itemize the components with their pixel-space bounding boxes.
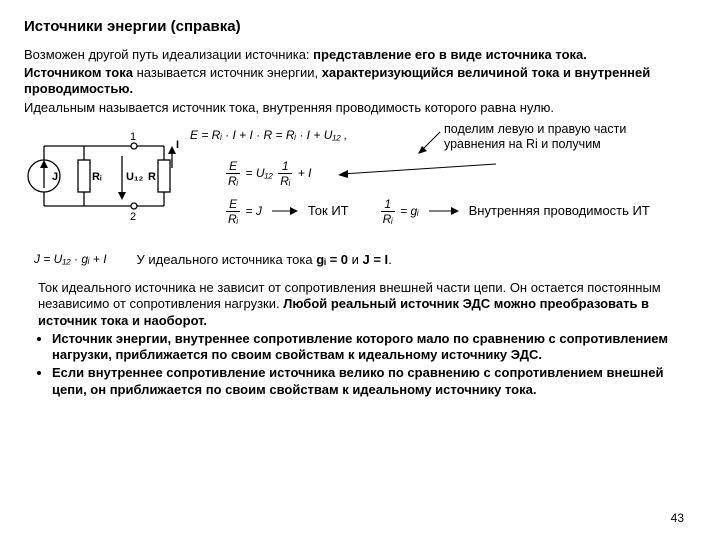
equation-main: E = Rᵢ · I + I · R = Rᵢ · I + U₁₂ ,: [190, 128, 347, 143]
arrow-right-icon: [272, 206, 298, 216]
label-r: R: [148, 171, 156, 183]
bullet-1: Источник энергии, внутреннее сопротивлен…: [52, 331, 696, 364]
equation-5: J = U₁₂ · gᵢ + I: [34, 252, 107, 267]
equation-2: ERᵢ = U₁₂ 1Rᵢ + I: [224, 160, 311, 187]
label-node1: 1: [130, 131, 136, 143]
divide-note-l1: поделим левую и правую части: [444, 122, 674, 138]
bullet-2: Если внутреннее сопротивление источника …: [52, 365, 696, 398]
intro-2: Источником тока называется источник энер…: [24, 65, 696, 98]
back-arrow-icon: [338, 162, 498, 180]
intro-2a: Источником тока: [24, 65, 133, 80]
page-title: Источники энергии (справка): [24, 18, 696, 37]
circuit-diagram: J Rᵢ U₁₂ R I 1 2: [24, 126, 184, 226]
page-number: 43: [671, 511, 684, 526]
equation-4: 1Rᵢ = gᵢ: [379, 198, 419, 225]
arrow-right-icon: [429, 206, 459, 216]
divide-note: поделим левую и правую части уравнения н…: [444, 122, 674, 153]
tok-it-label: Ток ИТ: [308, 203, 349, 219]
label-i: I: [176, 139, 179, 151]
label-node2: 2: [130, 211, 136, 223]
label-j: J: [52, 171, 58, 183]
intro-1a: Возможен другой путь идеализации источни…: [24, 47, 313, 62]
equation-3: ERᵢ = J: [224, 198, 262, 225]
para-4: Ток идеального источника не зависит от с…: [38, 280, 696, 329]
intro-1b: представление его в виде источника тока.: [313, 47, 587, 62]
label-ri: Rᵢ: [92, 171, 102, 183]
ideal-source-line: У идеального источника тока gᵢ = 0 и J =…: [137, 252, 392, 268]
inner-conductance-label: Внутренняя проводимость ИТ: [469, 203, 650, 219]
divide-note-l2: уравнения на Ri и получим: [444, 137, 674, 153]
intro-2b: называется источник энергии,: [133, 65, 322, 80]
intro-1: Возможен другой путь идеализации источни…: [24, 47, 696, 63]
intro-3: Идеальным называется источник тока, внут…: [24, 100, 696, 116]
label-u12: U₁₂: [126, 171, 143, 183]
